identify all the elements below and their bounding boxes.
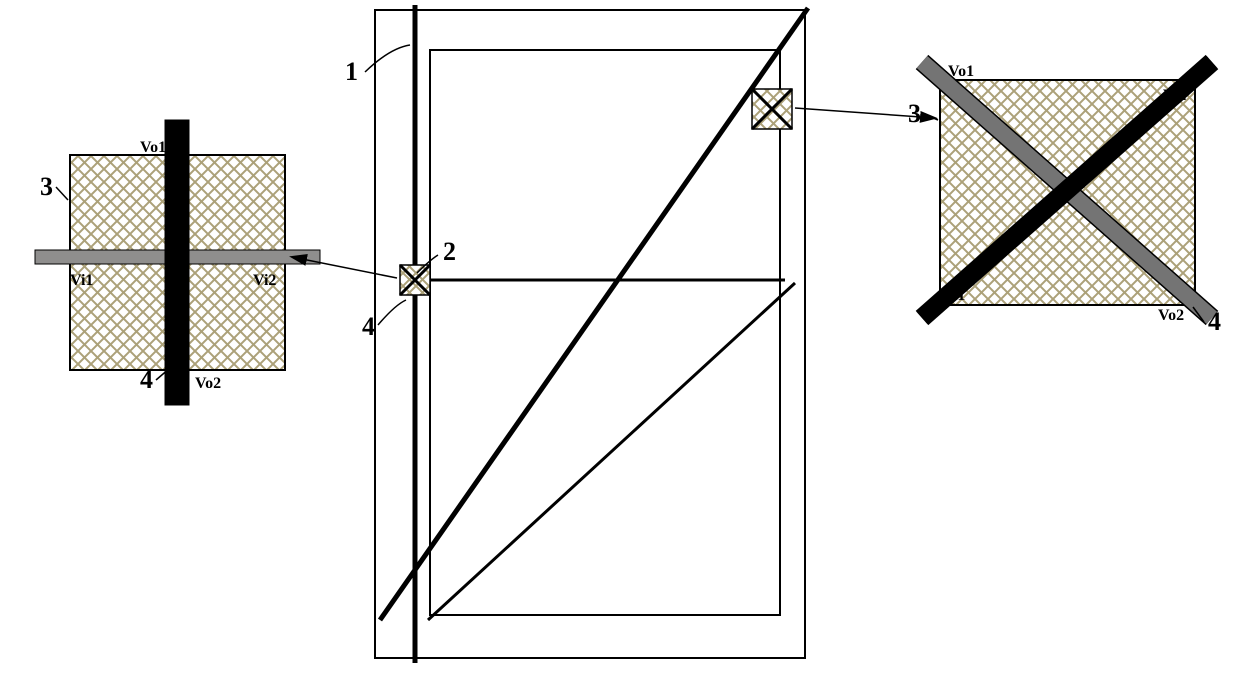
pin-vo2: Vo2 (195, 375, 221, 392)
label-2: 2 (443, 237, 456, 266)
label-3-right: 3 (908, 99, 921, 128)
pin-vo1-r: Vo1 (948, 63, 974, 80)
pin-vi2: Vi2 (253, 272, 276, 289)
leader-line-1 (365, 45, 410, 72)
pin-vi1-r: Vi1 (942, 287, 965, 304)
pin-vo2-r: Vo2 (1158, 307, 1184, 324)
label-4-left: 4 (140, 365, 153, 394)
pin-vi2-r: Vi2 (1163, 87, 1186, 104)
pin-vo1: Vo1 (140, 139, 166, 156)
inner-frame (430, 50, 780, 615)
label-4: 4 (362, 312, 375, 341)
crossing-node-left (400, 265, 430, 295)
label-4-right: 4 (1208, 307, 1221, 336)
right-detail: Vo1 Vo2 Vi1 Vi2 3 4 (908, 62, 1221, 336)
left-detail: Vo1 Vo2 Vi1 Vi2 3 4 (35, 120, 320, 405)
pin-vi1: Vi1 (70, 272, 93, 289)
zoom-arrow-left (292, 257, 397, 278)
diagonal-trace-1 (380, 8, 808, 620)
leader-line-4 (378, 300, 406, 325)
diagonal-trace-2 (428, 283, 795, 620)
label-1: 1 (345, 57, 358, 86)
crossing-node-right (752, 89, 792, 129)
label-3-left: 3 (40, 172, 53, 201)
